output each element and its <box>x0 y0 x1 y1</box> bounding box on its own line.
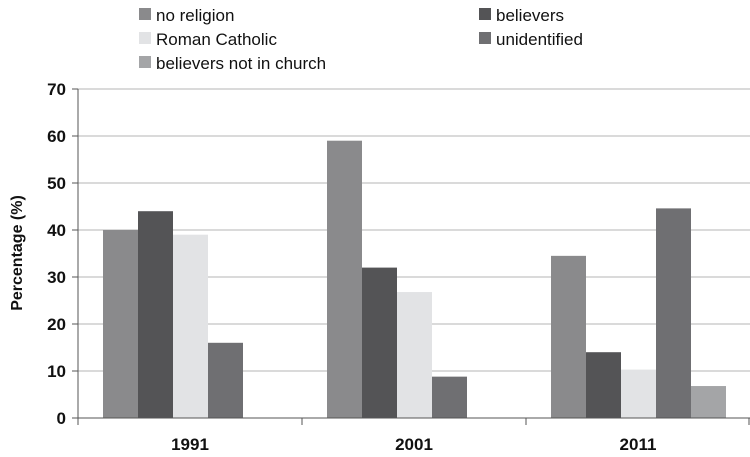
legend-label: believers <box>496 6 564 25</box>
legend-swatch <box>139 32 151 44</box>
bar-believers-1991 <box>138 211 173 418</box>
bar-Roman-Catholic-2001 <box>397 292 432 418</box>
y-axis-title: Percentage (%) <box>9 195 26 311</box>
legend-label: unidentified <box>496 30 583 49</box>
x-tick-label: 1991 <box>171 435 209 454</box>
x-tick-label: 2001 <box>395 435 433 454</box>
bar-no-religion-2011 <box>551 255 586 418</box>
y-tick-label: 10 <box>47 362 66 381</box>
y-tick-label: 30 <box>47 268 66 287</box>
x-tick-label: 2011 <box>620 435 657 454</box>
bar-no-religion-1991 <box>103 230 138 418</box>
bar-Roman-Catholic-2011 <box>621 369 656 418</box>
bar-believers-2011 <box>586 352 621 418</box>
legend: no religion believers Roman Catholic uniden… <box>139 6 583 73</box>
y-tick-label: 40 <box>47 221 66 240</box>
legend-label: Roman Catholic <box>156 30 277 49</box>
y-tick-label: 70 <box>47 80 66 99</box>
legend-swatch <box>139 8 151 20</box>
legend-label: believers not in church <box>156 54 326 73</box>
y-tick-label: 50 <box>47 174 66 193</box>
bar-believers-not-in-church-2011 <box>691 386 726 418</box>
bars <box>103 140 726 418</box>
legend-label: no religion <box>156 6 234 25</box>
bar-Roman-Catholic-1991 <box>173 234 208 418</box>
bar-unidentified-2001 <box>432 376 467 418</box>
bar-unidentified-2011 <box>656 208 691 418</box>
bar-no-religion-2001 <box>327 140 362 418</box>
legend-swatch <box>479 32 491 44</box>
legend-swatch <box>139 56 151 68</box>
y-tick-label: 20 <box>47 315 66 334</box>
legend-swatch <box>479 8 491 20</box>
bar-unidentified-1991 <box>208 342 243 418</box>
axes: 0 10 20 30 40 50 60 70 1991 2001 2011 <box>47 80 750 454</box>
y-tick-label: 60 <box>47 127 66 146</box>
bar-believers-2001 <box>362 267 397 418</box>
y-tick-label: 0 <box>57 409 66 428</box>
